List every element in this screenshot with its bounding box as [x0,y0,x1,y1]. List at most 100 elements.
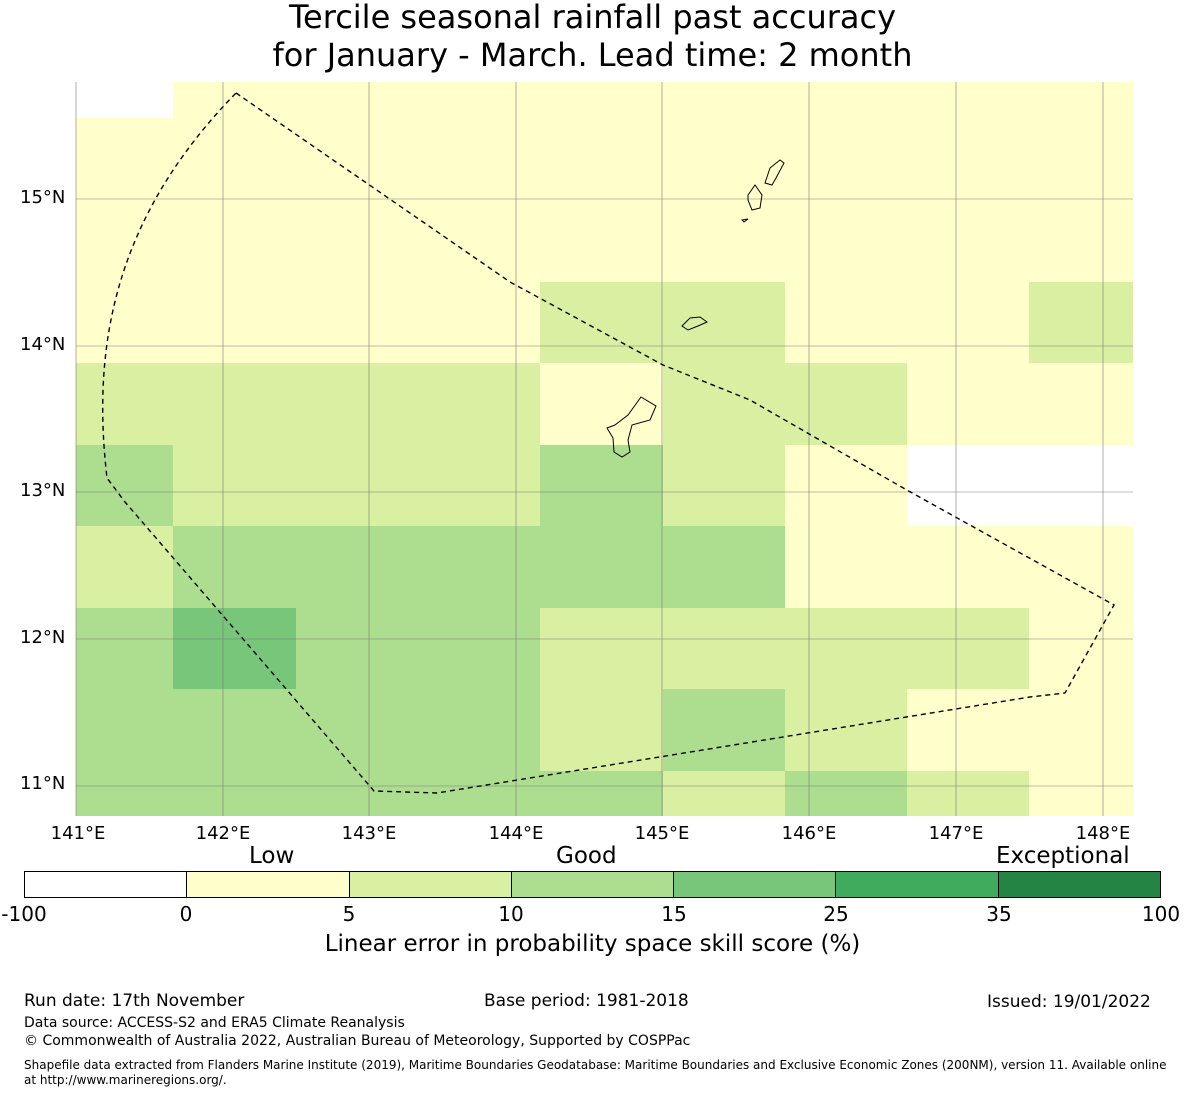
grid-cell [418,608,540,689]
colorbar-bin-4 [511,872,675,897]
colorbar-tick-4: 15 [661,902,687,926]
skill-grid-cells [76,82,1133,816]
island-rota [681,316,709,331]
shapefile-credit-line2: at http://www.marineregions.org/. [24,1073,227,1087]
y-tick-14n: 14°N [20,334,66,355]
island-aguijan [740,218,749,223]
grid-cell [663,526,785,608]
grid-cell [76,689,173,771]
grid-cell [173,526,296,608]
colorbar-tick-2: 5 [342,902,356,926]
grid-cell [418,771,540,816]
colorbar-tick-3: 10 [498,902,524,926]
grid-cell [540,445,663,526]
map-title-line1: Tercile seasonal rainfall past accuracy [288,0,897,36]
grid-cell [785,526,907,608]
grid-cell [540,118,663,282]
grid-cell [785,445,907,526]
grid-cell [1029,689,1133,771]
grid-cell [907,608,1029,689]
grid-cell [540,689,663,771]
x-tick-148e: 148°E [1075,823,1131,844]
grid-cell [785,282,907,363]
grid-cell [663,445,785,526]
grid-cell [173,608,296,689]
grid-cell [296,118,418,282]
grid-cell [1029,82,1133,118]
y-tick-15n: 15°N [20,187,66,208]
grid-cell [76,445,173,526]
x-tick-141e: 141°E [50,823,106,844]
grid-cell [907,118,1029,282]
grid-cell [76,771,173,816]
grid-cell [173,771,296,816]
grid-cell [907,363,1029,445]
grid-cell [663,689,785,771]
grid-cell [907,771,1029,816]
grid-cell [907,526,1029,608]
grid-cell [173,82,296,118]
legend-category-exceptional: Exceptional [996,843,1130,869]
grid-cell [418,689,540,771]
grid-cell [173,445,296,526]
grid-cell [173,363,296,445]
grid-cell [296,771,418,816]
x-tick-146e: 146°E [781,823,837,844]
y-tick-13n: 13°N [20,480,66,501]
grid-cell [418,118,540,282]
base-period: Base period: 1981-2018 [484,991,689,1011]
grid-cell [1029,282,1133,363]
grid-cell [785,689,907,771]
grid-cell [76,118,173,282]
grid-cell [663,608,785,689]
colorbar-tick-1: 0 [179,902,193,926]
grid-cell [173,118,296,282]
colorbar-bin-2 [187,872,350,897]
legend-category-good: Good [556,843,617,869]
grid-cell [1029,363,1133,445]
shapefile-credit-line1: Shapefile data extracted from Flanders M… [24,1058,1167,1072]
grid-cell [540,608,663,689]
grid-cell [907,282,1029,363]
grid-cell [785,771,907,816]
grid-cell [296,445,418,526]
x-tick-147e: 147°E [928,823,984,844]
colorbar-label: Linear error in probability space skill … [324,931,861,957]
island-coastlines [606,159,785,458]
skill-score-map [75,82,1133,816]
colorbar-bin-6 [836,872,999,897]
grid-cell [296,526,418,608]
grid-cell [785,608,907,689]
map-title-line2: for January - March. Lead time: 2 month [272,36,913,74]
colorbar-tick-5: 25 [823,902,849,926]
grid-cell [540,771,663,816]
grid-cell [663,771,785,816]
grid-cell [785,363,907,445]
grid-cell [663,363,785,445]
grid-cell [663,118,785,282]
map-gridlines [75,82,1133,816]
grid-cell [1029,445,1133,526]
grid-cell [76,608,173,689]
x-tick-142e: 142°E [195,823,251,844]
grid-cell [1029,118,1133,282]
grid-cell [76,282,173,363]
grid-cell [296,363,418,445]
issued-date: Issued: 19/01/2022 [987,992,1151,1012]
grid-cell [540,526,663,608]
colorbar-bin-5 [674,872,837,897]
grid-cell [907,689,1029,771]
grid-cell [173,282,296,363]
colorbar-tick-0: -100 [1,902,47,926]
x-tick-145e: 145°E [634,823,690,844]
run-date: Run date: 17th November [24,991,245,1011]
grid-cell [173,689,296,771]
island-saipan [764,159,785,186]
y-tick-12n: 12°N [20,627,66,648]
data-source: Data source: ACCESS-S2 and ERA5 Climate … [24,1015,405,1031]
colorbar-tick-7: 100 [1141,902,1181,926]
island-tinian [747,184,763,211]
x-tick-144e: 144°E [488,823,544,844]
grid-cell [540,363,663,445]
grid-cell [76,82,173,118]
